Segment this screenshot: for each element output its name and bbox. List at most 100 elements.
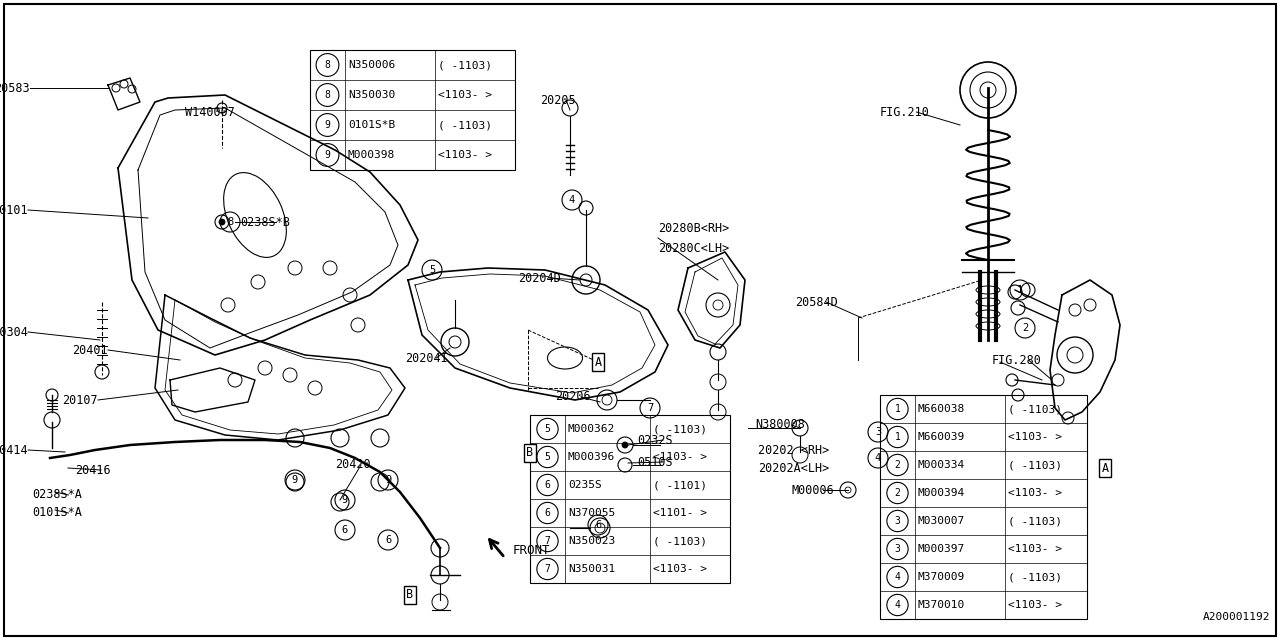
Text: 0101S*A: 0101S*A	[32, 506, 82, 520]
Text: M000398: M000398	[348, 150, 396, 160]
Text: ( -1101): ( -1101)	[653, 480, 707, 490]
Text: A: A	[1101, 461, 1108, 474]
Text: W140007: W140007	[186, 106, 234, 118]
Text: M000396: M000396	[568, 452, 616, 462]
Text: M00006: M00006	[792, 483, 835, 497]
Text: 8: 8	[227, 217, 233, 227]
Text: FIG.210: FIG.210	[881, 106, 929, 118]
Text: N350006: N350006	[348, 60, 396, 70]
Text: 6: 6	[385, 535, 392, 545]
Text: 4: 4	[895, 572, 900, 582]
Text: 20202A<LH>: 20202A<LH>	[758, 461, 829, 474]
Text: 0510S: 0510S	[637, 456, 672, 468]
Text: 6: 6	[544, 508, 550, 518]
Text: A200001192: A200001192	[1202, 612, 1270, 622]
Text: M370010: M370010	[918, 600, 965, 610]
Text: <1103- >: <1103- >	[1009, 488, 1062, 498]
Text: 4: 4	[874, 453, 881, 463]
Text: N350030: N350030	[348, 90, 396, 100]
Text: M660038: M660038	[918, 404, 965, 414]
Text: <1103- >: <1103- >	[1009, 600, 1062, 610]
Text: 0238S*B: 0238S*B	[241, 216, 289, 228]
Text: ( -1103): ( -1103)	[1009, 572, 1062, 582]
Bar	[530, 415, 730, 583]
Text: 20204I: 20204I	[404, 351, 448, 365]
Text: 7: 7	[544, 564, 550, 574]
Text: M370009: M370009	[918, 572, 965, 582]
Text: M030007: M030007	[918, 516, 965, 526]
Text: 9: 9	[325, 150, 330, 160]
Text: ( -1103): ( -1103)	[1009, 460, 1062, 470]
Text: M000394: M000394	[918, 488, 965, 498]
Text: N350031: N350031	[568, 564, 616, 574]
Text: ( -1103): ( -1103)	[438, 120, 492, 130]
Text: 1: 1	[895, 432, 900, 442]
Text: M000334: M000334	[918, 460, 965, 470]
Text: 20101: 20101	[0, 204, 28, 216]
Text: <1103- >: <1103- >	[438, 150, 492, 160]
Text: 1: 1	[895, 404, 900, 414]
Text: 9: 9	[385, 475, 392, 485]
Text: 4: 4	[895, 600, 900, 610]
Bar	[310, 50, 515, 170]
Text: B: B	[526, 447, 534, 460]
Text: ( -1103): ( -1103)	[653, 424, 707, 434]
Text: ( -1103): ( -1103)	[1009, 404, 1062, 414]
Text: 20205: 20205	[540, 93, 576, 106]
Text: 20206: 20206	[556, 390, 590, 403]
Circle shape	[622, 442, 628, 448]
Text: 8: 8	[325, 60, 330, 70]
Text: 20416: 20416	[76, 463, 110, 477]
Text: 5: 5	[544, 424, 550, 434]
Text: ( -1103): ( -1103)	[653, 536, 707, 546]
Text: 2: 2	[1021, 323, 1028, 333]
Bar	[881, 395, 1087, 619]
Text: 8: 8	[325, 90, 330, 100]
Text: 4: 4	[568, 195, 575, 205]
Text: N380008: N380008	[755, 419, 805, 431]
Text: <1103- >: <1103- >	[653, 452, 707, 462]
Text: B: B	[407, 589, 413, 602]
Text: <1103- >: <1103- >	[1009, 544, 1062, 554]
Text: ( -1103): ( -1103)	[1009, 516, 1062, 526]
Text: 9: 9	[342, 495, 348, 505]
Text: 0232S: 0232S	[637, 433, 672, 447]
Text: 5: 5	[429, 265, 435, 275]
Text: 1: 1	[1016, 285, 1023, 295]
Text: 3: 3	[895, 516, 900, 526]
Text: M660039: M660039	[918, 432, 965, 442]
Text: 20401: 20401	[73, 344, 108, 356]
Text: 7: 7	[544, 536, 550, 546]
Text: 20414: 20414	[0, 444, 28, 456]
Text: <1103- >: <1103- >	[1009, 432, 1062, 442]
Text: 6: 6	[342, 525, 348, 535]
Text: FIG.280: FIG.280	[992, 353, 1042, 367]
Text: 2: 2	[895, 460, 900, 470]
Text: 9: 9	[325, 120, 330, 130]
Text: 2: 2	[895, 488, 900, 498]
Text: 0101S*B: 0101S*B	[348, 120, 396, 130]
Text: 20583: 20583	[0, 81, 29, 95]
Text: 0235S: 0235S	[568, 480, 602, 490]
Text: N370055: N370055	[568, 508, 616, 518]
Text: 20204D: 20204D	[518, 271, 561, 285]
Circle shape	[219, 219, 225, 225]
Text: <1103- >: <1103- >	[438, 90, 492, 100]
Text: 6: 6	[595, 520, 602, 530]
Text: ( -1103): ( -1103)	[438, 60, 492, 70]
Text: 20202 <RH>: 20202 <RH>	[758, 444, 829, 456]
Text: 6: 6	[544, 480, 550, 490]
Text: 3: 3	[874, 427, 881, 437]
Text: M000362: M000362	[568, 424, 616, 434]
Text: <1101- >: <1101- >	[653, 508, 707, 518]
Text: 20420: 20420	[335, 458, 371, 472]
Text: <1103- >: <1103- >	[653, 564, 707, 574]
Text: 3: 3	[895, 544, 900, 554]
Text: 0238S*A: 0238S*A	[32, 488, 82, 502]
Text: A: A	[594, 355, 602, 369]
Text: 9: 9	[292, 475, 298, 485]
Text: 5: 5	[544, 452, 550, 462]
Text: 7: 7	[646, 403, 653, 413]
Text: 20107: 20107	[63, 394, 99, 406]
Text: 20280B<RH>: 20280B<RH>	[658, 221, 730, 234]
